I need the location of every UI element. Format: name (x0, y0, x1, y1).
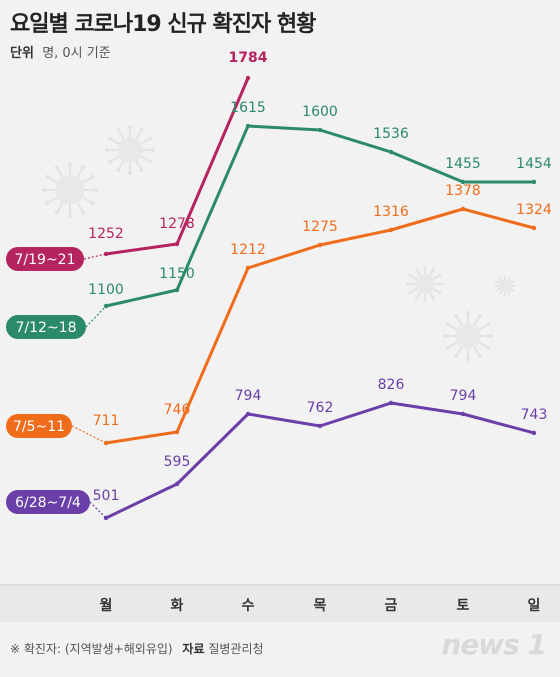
legend-pill (6, 414, 72, 438)
virus-decoration (406, 265, 444, 303)
data-point (388, 400, 394, 406)
legend-connector (89, 501, 107, 519)
data-point (103, 303, 109, 309)
chart-title: 요일별 코로나19 신규 확진자 현황 (10, 12, 316, 37)
legend-label: 7/12~18 (16, 320, 77, 336)
virus-decoration (41, 161, 99, 219)
data-point (460, 206, 466, 212)
x-tick-label: 금 (385, 598, 398, 614)
data-point (245, 265, 251, 271)
data-label: 1455 (445, 156, 481, 172)
x-axis-band (0, 586, 560, 622)
data-label: 1378 (445, 183, 481, 199)
data-point (531, 430, 537, 436)
data-label: 1212 (230, 242, 266, 258)
data-label: 1600 (302, 104, 338, 120)
x-tick-label: 토 (457, 598, 470, 614)
chart-unit: 단위 명, 0시 기준 (10, 42, 111, 61)
legend-connector (85, 305, 107, 328)
legend-pill (6, 490, 90, 514)
data-label: 826 (378, 377, 405, 393)
data-point (245, 75, 251, 81)
footer-note: ※ 확진자: (지역발생+해외유입) (10, 642, 173, 656)
data-point (103, 251, 109, 257)
data-point (317, 127, 323, 133)
data-label: 1316 (373, 204, 409, 220)
data-label: 501 (93, 488, 120, 504)
data-label: 1324 (516, 202, 552, 218)
unit-value: 명, 0시 기준 (42, 46, 111, 61)
data-label: 1536 (373, 126, 409, 142)
legend-connector (83, 253, 107, 260)
legend-label: 7/19~21 (15, 252, 76, 268)
data-label: 1278 (159, 216, 195, 232)
virus-decoration (494, 275, 516, 297)
data-point (174, 481, 180, 487)
data-point (174, 429, 180, 435)
data-point (317, 423, 323, 429)
data-label: 794 (235, 388, 262, 404)
data-label: 1784 (229, 50, 268, 66)
data-label: 746 (164, 402, 191, 418)
x-tick-label: 화 (171, 598, 184, 614)
data-label: 1150 (159, 266, 195, 282)
data-label: 1615 (230, 100, 266, 116)
legend-label: 7/5~11 (13, 419, 65, 435)
x-tick-label: 목 (314, 598, 327, 614)
data-point (103, 515, 109, 521)
data-label: 595 (164, 454, 191, 470)
data-label: 1100 (88, 282, 124, 298)
data-point (388, 227, 394, 233)
data-point (317, 242, 323, 248)
x-tick-label: 수 (242, 598, 255, 614)
data-point (460, 179, 466, 185)
data-label: 762 (307, 400, 334, 416)
data-label: 794 (450, 388, 477, 404)
data-point (531, 179, 537, 185)
footer: ※ 확진자: (지역발생+해외유입) 자료 질병관리청 (10, 640, 264, 657)
legend-pill (6, 315, 86, 339)
x-tick-label: 일 (528, 598, 541, 614)
data-point (460, 411, 466, 417)
data-label: 711 (93, 413, 120, 429)
legend-label: 6/28~7/4 (15, 495, 81, 511)
x-tick-label: 월 (100, 597, 113, 614)
source-label: 자료 (182, 642, 205, 656)
data-label: 1275 (302, 219, 338, 235)
brand-logo: news 1 (441, 628, 547, 661)
data-point (174, 241, 180, 247)
data-label: 1252 (88, 226, 124, 242)
virus-decoration (104, 124, 156, 176)
virus-decoration (442, 310, 494, 362)
data-point (388, 149, 394, 155)
data-point (245, 411, 251, 417)
data-point (245, 123, 251, 129)
data-point (174, 287, 180, 293)
data-label: 1454 (516, 156, 552, 172)
data-point (531, 225, 537, 231)
unit-label: 단위 (10, 46, 34, 61)
data-label: 743 (521, 407, 548, 423)
legend-pill (6, 247, 84, 271)
data-point (103, 440, 109, 446)
source-value: 질병관리청 (208, 642, 264, 656)
